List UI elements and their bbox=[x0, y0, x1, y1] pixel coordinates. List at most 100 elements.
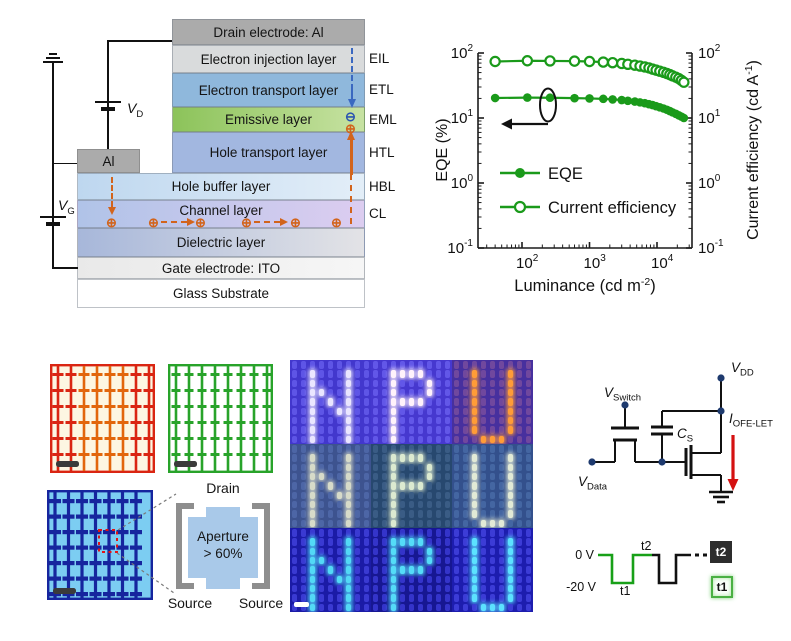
display-pixel bbox=[481, 556, 486, 565]
display-pixel bbox=[517, 575, 522, 584]
display-pixel bbox=[463, 426, 468, 434]
display-pixel bbox=[373, 370, 378, 378]
display-pixel bbox=[310, 519, 315, 528]
display-pixel bbox=[463, 445, 468, 453]
display-pixel bbox=[463, 556, 468, 565]
display-pixel bbox=[517, 584, 522, 593]
display-pixel bbox=[508, 529, 513, 537]
display-pixel bbox=[526, 500, 531, 509]
display-pixel bbox=[445, 566, 450, 574]
display-pixel bbox=[490, 584, 495, 593]
wire-drain-vertical bbox=[107, 40, 109, 149]
display-pixel bbox=[436, 519, 441, 528]
display-pixel bbox=[400, 426, 405, 434]
display-pixel bbox=[526, 463, 531, 472]
display-pixel bbox=[436, 538, 441, 546]
display-pixel bbox=[310, 426, 315, 434]
display-pixel bbox=[400, 575, 405, 584]
display-pixel bbox=[328, 603, 333, 612]
display-pixel bbox=[418, 566, 423, 574]
display-pixel bbox=[463, 379, 468, 388]
display-pixel bbox=[364, 603, 369, 612]
display-pixel bbox=[454, 538, 459, 546]
display-pixel bbox=[454, 575, 459, 584]
display-pixel bbox=[292, 398, 297, 406]
display-pixel bbox=[499, 519, 504, 528]
display-pixel bbox=[445, 379, 450, 388]
display-pixel bbox=[445, 491, 450, 500]
display-pixel bbox=[409, 603, 414, 612]
display-pixel bbox=[346, 398, 351, 406]
display-pixel bbox=[508, 575, 513, 584]
display-pixel bbox=[427, 556, 432, 565]
display-pixel bbox=[508, 556, 513, 565]
display-pixel bbox=[391, 538, 396, 546]
display-pixel bbox=[436, 454, 441, 462]
display-pixel bbox=[391, 416, 396, 425]
display-pixel bbox=[508, 416, 513, 425]
display-pixel bbox=[310, 361, 315, 369]
display-pixel bbox=[328, 398, 333, 406]
display-pixel bbox=[481, 454, 486, 462]
display-pixel bbox=[400, 398, 405, 406]
display-pixel bbox=[463, 500, 468, 509]
display-pixel bbox=[517, 566, 522, 574]
display-pixel bbox=[319, 445, 324, 453]
display-pixel bbox=[427, 510, 432, 518]
display-pixel bbox=[427, 603, 432, 612]
display-pixel bbox=[355, 603, 360, 612]
display-pixel bbox=[382, 594, 387, 602]
display-pixel bbox=[382, 538, 387, 546]
display-pixel bbox=[427, 538, 432, 546]
display-pixel bbox=[382, 547, 387, 556]
display-pixel bbox=[310, 491, 315, 500]
display-pixel bbox=[346, 482, 351, 490]
display-pixel bbox=[400, 584, 405, 593]
svg-text:104: 104 bbox=[651, 253, 674, 272]
display-pixel bbox=[454, 594, 459, 602]
display-pixel bbox=[364, 482, 369, 490]
display-pixel bbox=[490, 491, 495, 500]
display-pixel bbox=[400, 472, 405, 481]
display-pixel bbox=[454, 566, 459, 574]
display-pixel bbox=[328, 566, 333, 574]
display-pixel bbox=[364, 463, 369, 472]
display-pixel bbox=[391, 445, 396, 453]
display-pixel bbox=[517, 594, 522, 602]
display-pixel bbox=[292, 426, 297, 434]
display-pixel bbox=[526, 398, 531, 406]
display-pixel bbox=[310, 556, 315, 565]
display-pixel bbox=[337, 370, 342, 378]
electron-carrier-icon: ⊖ bbox=[345, 109, 356, 124]
display-pixel bbox=[382, 388, 387, 397]
display-pixel bbox=[391, 454, 396, 462]
display-pixel bbox=[508, 361, 513, 369]
svg-text:Current efficiency: Current efficiency bbox=[548, 199, 677, 217]
display-pixel bbox=[481, 388, 486, 397]
display-pixel bbox=[490, 547, 495, 556]
display-pixel bbox=[427, 454, 432, 462]
display-pixel bbox=[436, 445, 441, 453]
display-pixel bbox=[382, 472, 387, 481]
display-pixel bbox=[292, 370, 297, 378]
display-pixel bbox=[391, 510, 396, 518]
display-pixel bbox=[454, 510, 459, 518]
display-pixel bbox=[472, 445, 477, 453]
right-source-bracket bbox=[252, 503, 270, 589]
display-pixel bbox=[292, 445, 297, 453]
display-pixel bbox=[418, 510, 423, 518]
display-pixel bbox=[346, 547, 351, 556]
display-pixel bbox=[481, 426, 486, 434]
electron-down-arrow-dashed bbox=[350, 48, 353, 90]
display-pixel bbox=[328, 407, 333, 416]
display-pixel bbox=[517, 416, 522, 425]
display-pixel bbox=[490, 398, 495, 406]
display-pixel bbox=[382, 426, 387, 434]
display-pixel bbox=[472, 361, 477, 369]
svg-text:103: 103 bbox=[584, 253, 607, 272]
display-pixel bbox=[436, 584, 441, 593]
display-pixel bbox=[319, 388, 324, 397]
display-pixel bbox=[364, 491, 369, 500]
display-pixel bbox=[391, 388, 396, 397]
display-pixel bbox=[301, 388, 306, 397]
